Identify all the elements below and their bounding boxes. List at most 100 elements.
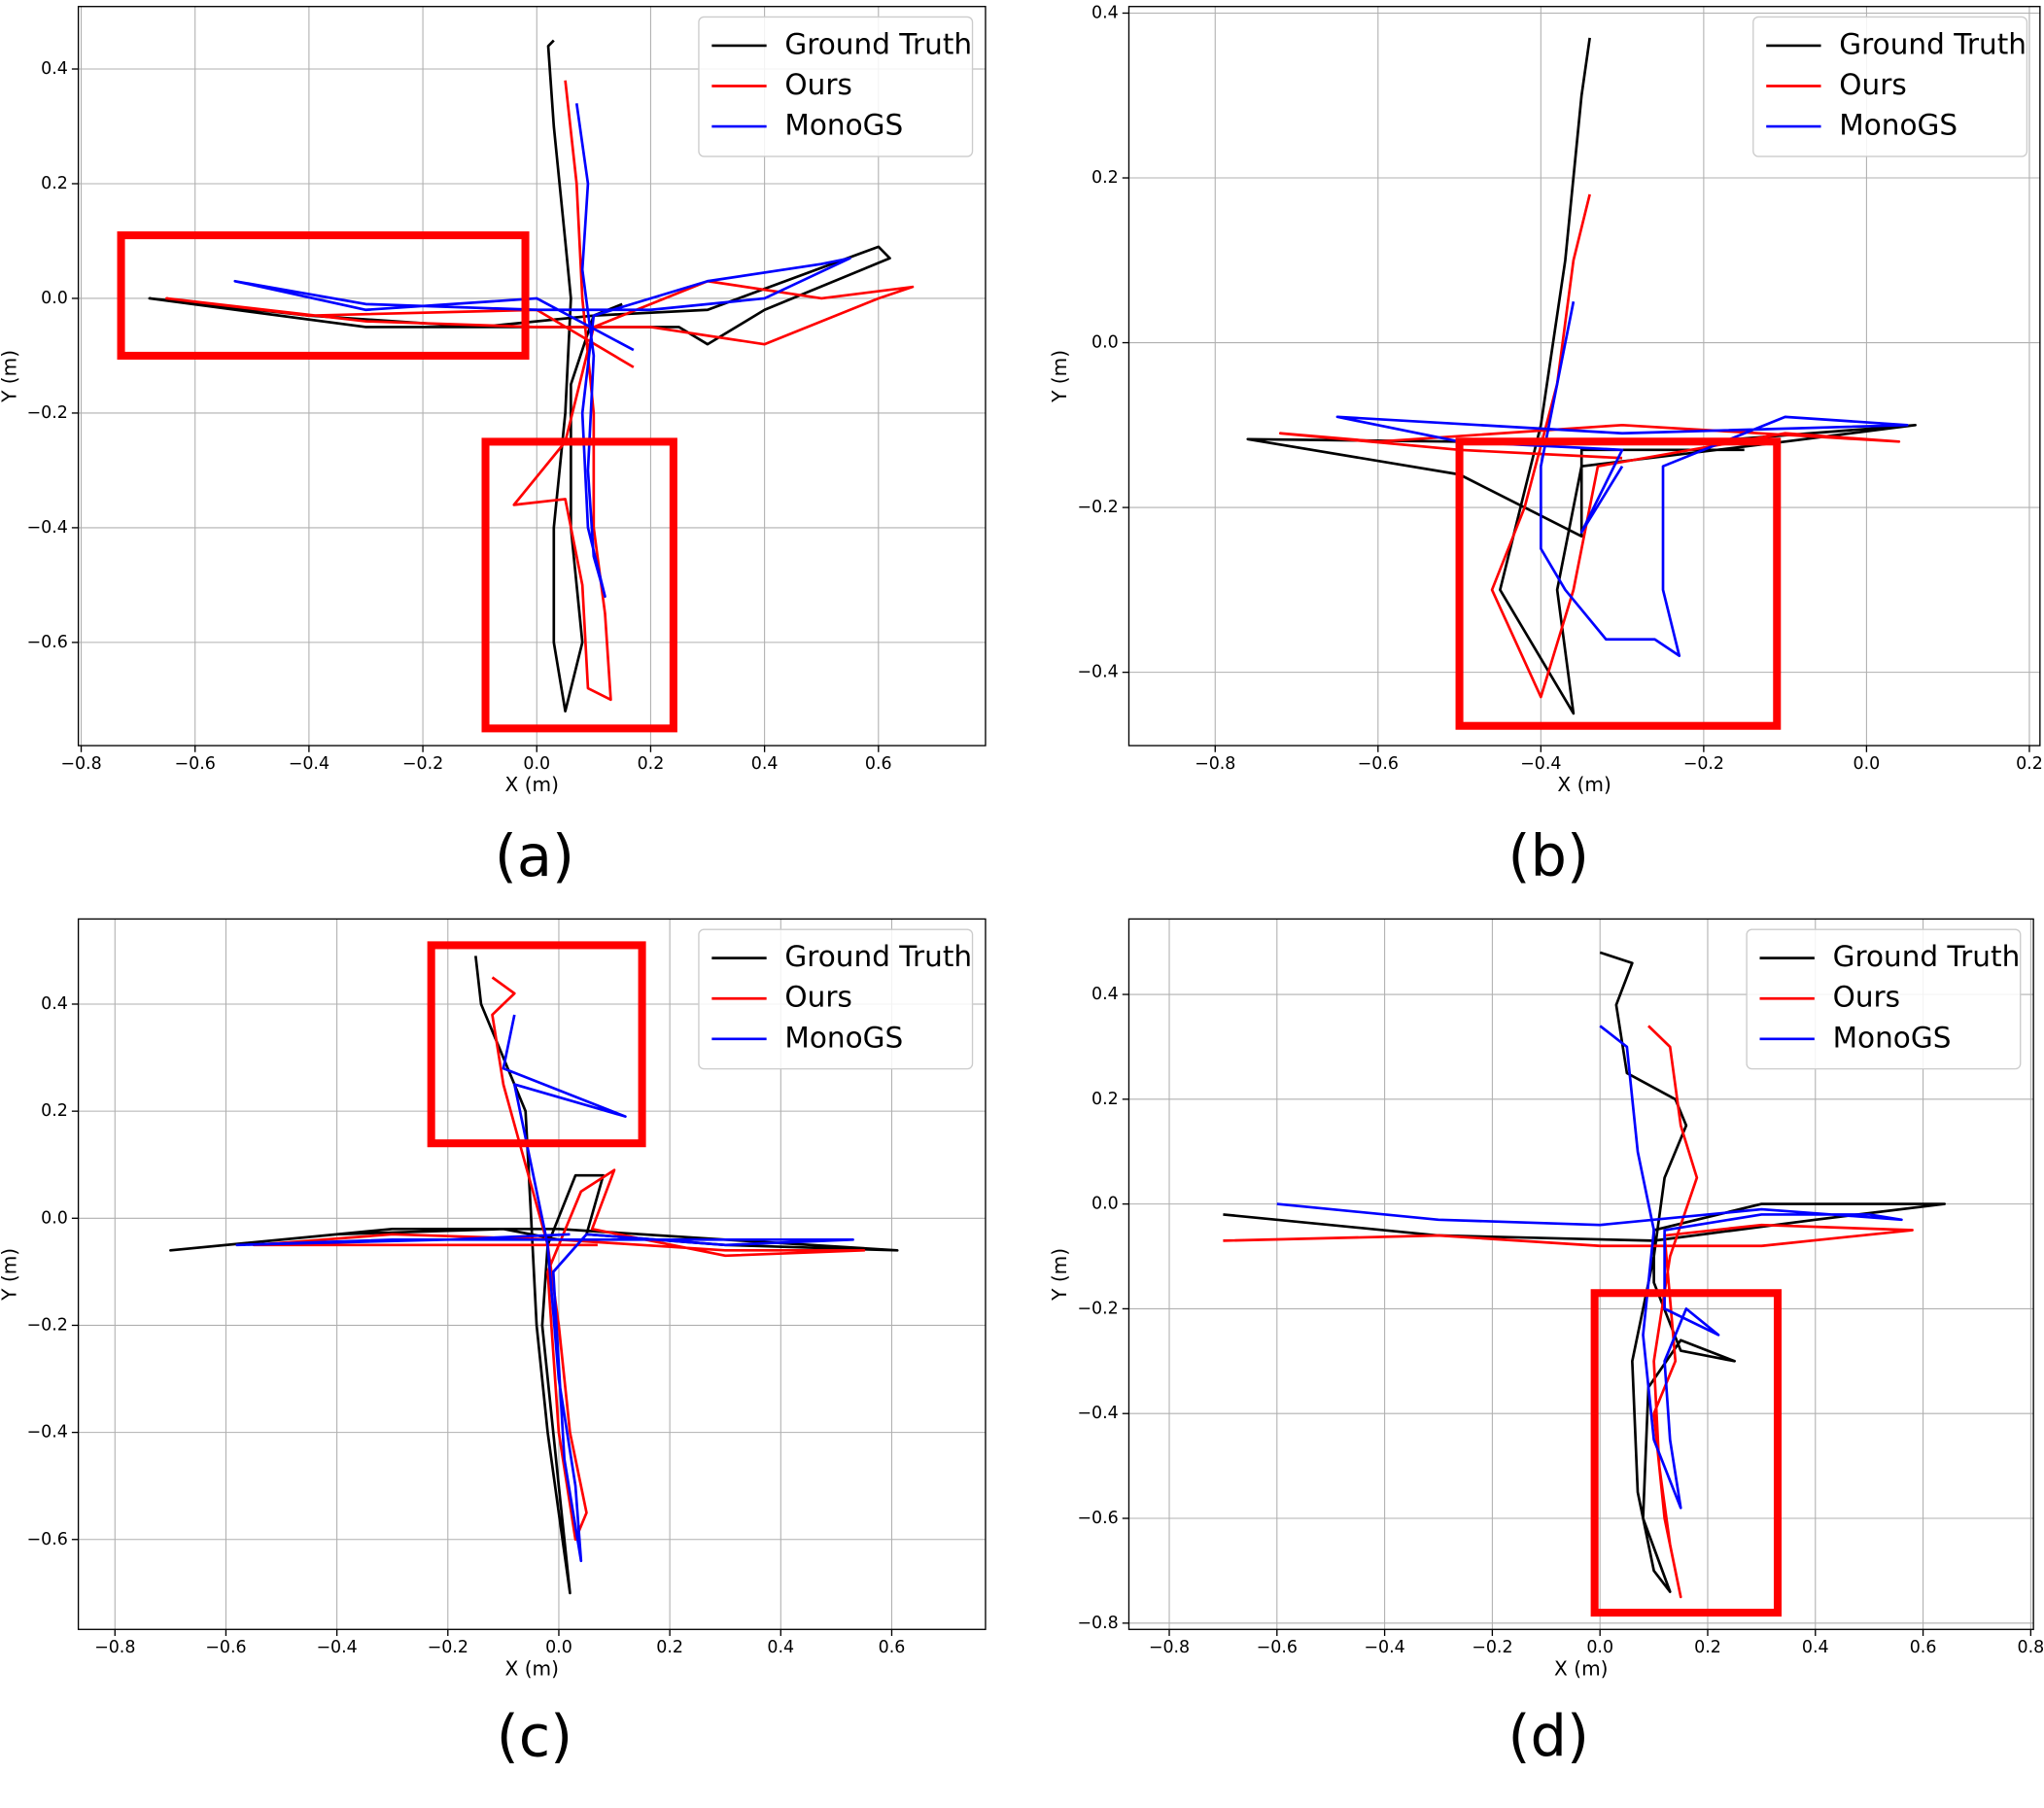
x-tick-label: 0.2: [2016, 754, 2043, 774]
x-axis-label: X (m): [505, 1656, 559, 1680]
highlight-box: [1455, 437, 1782, 730]
y-axis-label: Y (m): [1048, 350, 1071, 403]
y-tick-label: −0.2: [1077, 1299, 1118, 1318]
caption: (c): [497, 1702, 572, 1769]
y-tick-label: 0.2: [1091, 168, 1119, 188]
x-tick-label: 0.0: [523, 754, 550, 774]
x-tick-label: −0.4: [316, 1638, 357, 1657]
y-tick-label: 0.4: [1091, 3, 1119, 22]
y-tick-label: −0.2: [27, 403, 68, 423]
y-tick-label: 0.2: [41, 1101, 68, 1121]
x-tick-label: −0.6: [1257, 1638, 1298, 1657]
x-tick-label: −0.4: [289, 754, 329, 774]
x-tick-label: 0.6: [865, 754, 892, 774]
x-tick-label: −0.8: [60, 754, 101, 774]
legend-label: Ours: [784, 68, 851, 101]
plot-area: [1223, 951, 1947, 1599]
x-tick-label: −0.2: [428, 1638, 468, 1657]
legend-label: Ours: [1833, 981, 1900, 1014]
trajectory-line: [235, 1014, 854, 1563]
x-tick-label: −0.2: [402, 754, 443, 774]
y-tick-label: 0.0: [1091, 333, 1119, 353]
axes-frame: [77, 918, 987, 1630]
x-tick-label: −0.8: [1149, 1638, 1190, 1657]
y-axis-label: Y (m): [0, 1248, 20, 1302]
caption: (d): [1508, 1702, 1590, 1769]
x-tick-label: −0.4: [1520, 754, 1561, 774]
trajectory-line: [233, 103, 851, 598]
x-tick-label: −0.2: [1683, 754, 1724, 774]
x-tick-label: 0.4: [751, 754, 779, 774]
legend-label: Ours: [1839, 68, 1906, 101]
x-tick-label: 0.0: [1586, 1638, 1613, 1657]
trajectory-line: [1335, 300, 1909, 658]
x-tick-label: 0.2: [656, 1638, 683, 1657]
trajectory-line: [1276, 1025, 1903, 1510]
plot-area: [148, 39, 915, 713]
x-tick-label: −0.8: [1195, 754, 1235, 774]
legend-label: Ours: [784, 981, 851, 1014]
trajectory-line: [169, 956, 899, 1595]
y-tick-label: 0.0: [41, 289, 68, 308]
x-tick-label: 0.4: [1802, 1638, 1829, 1657]
y-tick-label: −0.6: [27, 633, 68, 652]
x-tick-label: 0.6: [1910, 1638, 1937, 1657]
plot-area: [169, 956, 899, 1595]
subplot: −0.8 −0.6 −0.4 −0.2 0.0 0.2 0.4 0.6 −0.6 −0.4 −0.2…: [0, 6, 987, 889]
caption: (b): [1508, 822, 1590, 889]
y-tick-label: −0.2: [1077, 498, 1118, 517]
x-tick-label: −0.6: [175, 754, 216, 774]
y-tick-label: −0.2: [27, 1315, 68, 1335]
x-tick-label: −0.6: [205, 1638, 246, 1657]
legend-box: [698, 16, 974, 157]
y-tick-label: 0.4: [41, 59, 68, 79]
legend-box: [698, 928, 974, 1070]
axes-frame: [77, 6, 987, 747]
x-tick-label: 0.2: [638, 754, 665, 774]
legend-label: MonoGS: [1833, 1021, 1952, 1054]
y-tick-label: −0.4: [27, 518, 68, 538]
y-axis-label: Y (m): [0, 350, 20, 403]
subplot: −0.8 −0.6 −0.4 −0.2 0.0 0.2 0.4 0.6 0.8 −0.8 −0.6 −…: [1048, 918, 2044, 1769]
legend-label: Ground Truth: [784, 27, 972, 60]
x-tick-label: −0.8: [94, 1638, 135, 1657]
y-tick-label: −0.8: [1077, 1614, 1118, 1633]
x-axis-label: X (m): [505, 773, 559, 796]
y-tick-label: 0.2: [1091, 1090, 1119, 1109]
y-tick-label: 0.2: [41, 174, 68, 193]
trajectory-line: [1223, 1025, 1914, 1599]
highlight-box: [117, 231, 530, 360]
legend-label: Ground Truth: [784, 940, 972, 973]
trajectory-line: [165, 80, 915, 702]
x-tick-label: −0.4: [1364, 1638, 1404, 1657]
y-tick-label: 0.4: [41, 994, 68, 1014]
subplot: −0.8 −0.6 −0.4 −0.2 0.0 0.2 −0.4 −0.2 0.0 0.2 0.4 X…: [1048, 3, 2043, 889]
highlight-box: [1590, 1289, 1783, 1617]
legend-label: MonoGS: [784, 109, 903, 142]
x-axis-label: X (m): [1554, 1656, 1608, 1680]
axes-frame: [1127, 6, 2041, 747]
legend-box: [1746, 928, 2022, 1070]
legend-label: MonoGS: [784, 1021, 903, 1054]
y-tick-label: −0.6: [27, 1530, 68, 1549]
x-tick-label: −0.2: [1472, 1638, 1512, 1657]
trajectory-line: [1246, 37, 1917, 715]
x-tick-label: 0.6: [879, 1638, 906, 1657]
caption: (a): [495, 822, 574, 889]
y-tick-label: −0.4: [1077, 663, 1118, 682]
y-tick-label: −0.4: [1077, 1404, 1118, 1423]
highlight-box: [427, 941, 646, 1148]
axes-frame: [1127, 918, 2034, 1630]
x-tick-label: 0.0: [1853, 754, 1881, 774]
legend-label: Ground Truth: [1833, 940, 2021, 973]
y-tick-label: 0.0: [41, 1208, 68, 1228]
y-tick-label: −0.4: [27, 1423, 68, 1443]
y-axis-label: Y (m): [1048, 1248, 1071, 1302]
y-tick-label: −0.6: [1077, 1509, 1118, 1528]
x-tick-label: 0.4: [767, 1638, 794, 1657]
x-tick-label: 0.8: [2018, 1638, 2044, 1657]
legend-box: [1752, 16, 2028, 157]
y-tick-label: 0.4: [1091, 985, 1119, 1004]
y-tick-label: 0.0: [1091, 1195, 1119, 1214]
x-tick-label: 0.0: [545, 1638, 572, 1657]
